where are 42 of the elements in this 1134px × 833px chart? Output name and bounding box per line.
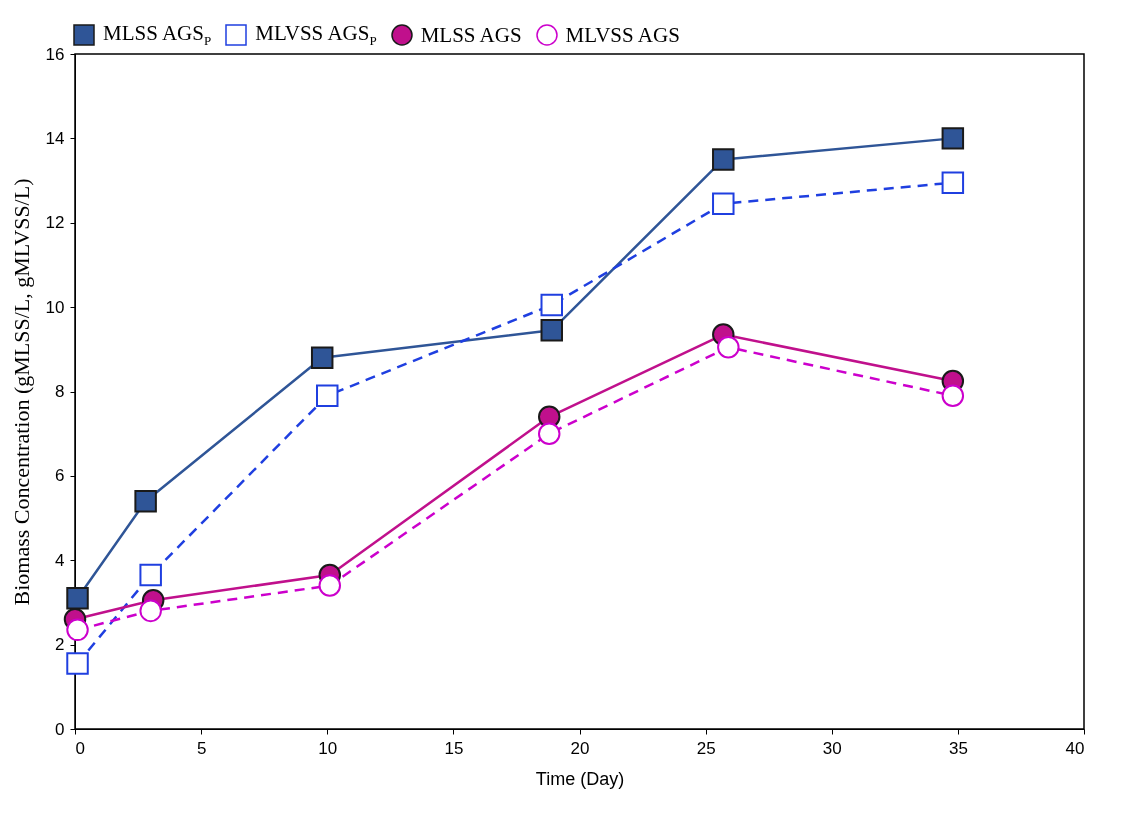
x-tick-label: 15 <box>444 738 464 758</box>
x-tick-label: 25 <box>696 738 716 758</box>
point <box>66 618 89 642</box>
legend-label: MLSS AGS$_{P}$ <box>103 21 212 50</box>
point <box>134 489 157 513</box>
y-tick-label: 0 <box>55 719 65 739</box>
x-tick-label: 40 <box>1065 738 1085 758</box>
x-tick-label: 20 <box>570 738 590 758</box>
x-tick-label: 5 <box>196 738 207 758</box>
point <box>712 148 735 171</box>
point <box>318 574 342 597</box>
y-tick-label: 6 <box>55 466 65 486</box>
y-tick-label: 8 <box>55 382 65 401</box>
point <box>941 127 965 150</box>
point <box>941 384 965 407</box>
y-tick-label: 12 <box>45 213 65 233</box>
x-axis-title: Time (Day) <box>535 768 625 789</box>
x-tick-label: 10 <box>318 738 338 758</box>
y-tick-label: 14 <box>45 128 65 148</box>
y-axis-title: Biomass Concentration (gMLSS/L, gMLVSS/L) <box>8 178 34 606</box>
y-tick-label: 4 <box>55 550 65 570</box>
point <box>712 192 735 216</box>
y-tick-label: 16 <box>45 44 65 64</box>
point <box>540 293 563 317</box>
point <box>66 652 89 675</box>
point <box>537 422 561 445</box>
y-tick-label: 2 <box>55 635 65 655</box>
x-tick-label: 35 <box>948 738 968 758</box>
legend-label: MLSS AGS <box>420 22 522 48</box>
point <box>139 563 162 587</box>
point <box>941 171 965 194</box>
point <box>316 384 339 407</box>
point <box>540 319 563 342</box>
x-tick-label: 0 <box>75 738 85 758</box>
point <box>717 335 740 359</box>
point <box>310 346 334 369</box>
point <box>66 586 89 610</box>
legend-label: MLVSS AGS$_{P}$ <box>255 21 377 50</box>
point <box>139 599 162 623</box>
y-tick-label: 10 <box>45 297 65 317</box>
legend-label: MLVSS AGS <box>565 22 680 48</box>
x-tick-label: 30 <box>822 738 842 758</box>
